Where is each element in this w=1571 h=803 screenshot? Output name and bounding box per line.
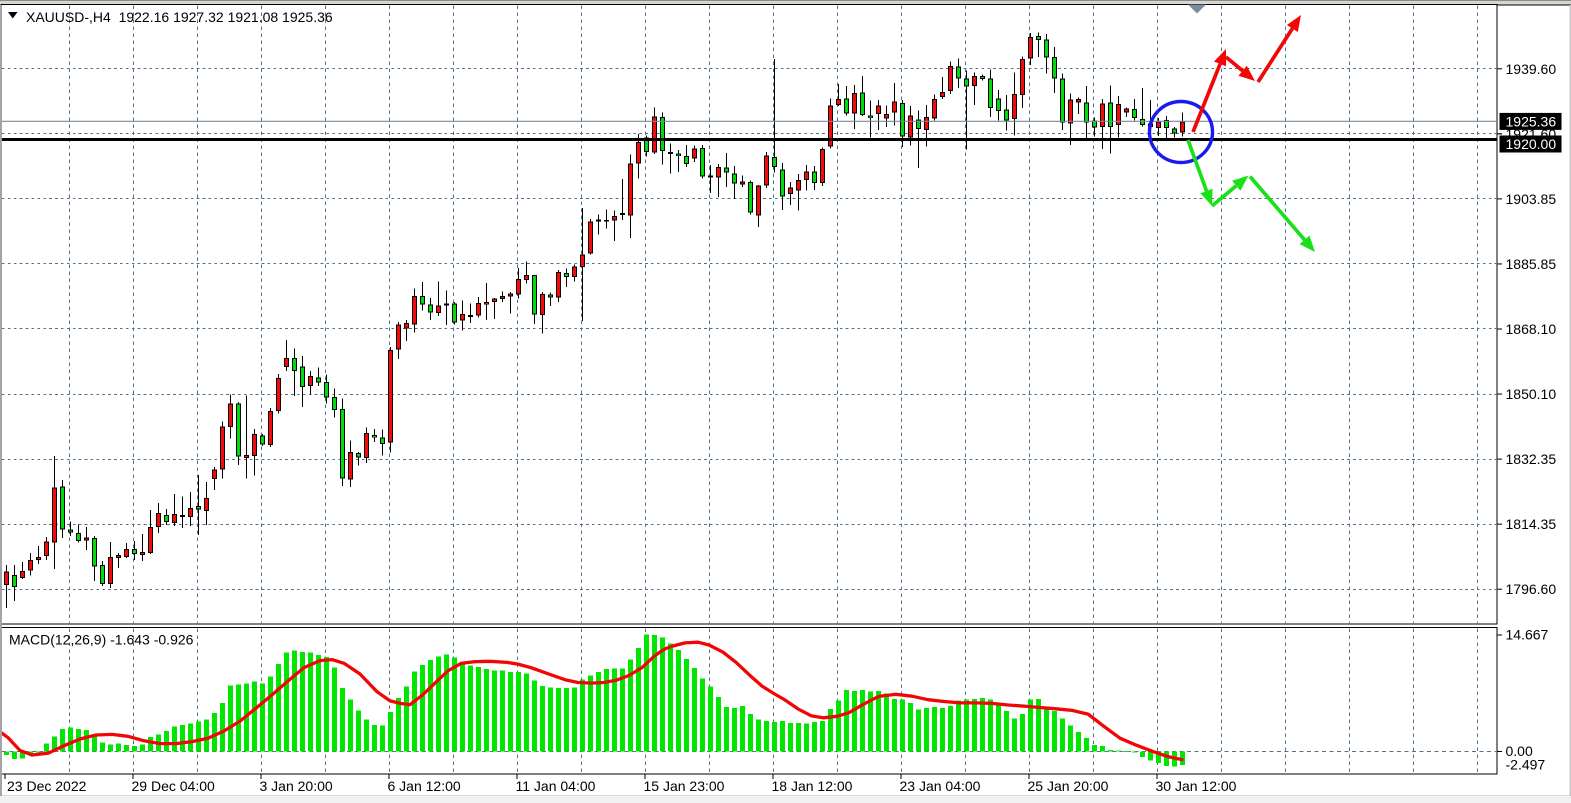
svg-text:1885.85: 1885.85 [1506, 256, 1557, 272]
svg-text:14.667: 14.667 [1506, 627, 1549, 643]
svg-text:1814.35: 1814.35 [1506, 516, 1557, 532]
svg-text:1920.00: 1920.00 [1506, 136, 1557, 152]
svg-text:23 Jan 04:00: 23 Jan 04:00 [900, 778, 981, 794]
svg-text:1868.10: 1868.10 [1506, 321, 1557, 337]
svg-text:15 Jan 23:00: 15 Jan 23:00 [644, 778, 725, 794]
svg-text:1925.36: 1925.36 [1506, 113, 1557, 129]
svg-text:29 Dec 04:00: 29 Dec 04:00 [132, 778, 215, 794]
svg-text:MACD(12,26,9) -1.643 -0.926: MACD(12,26,9) -1.643 -0.926 [9, 632, 194, 648]
svg-text:11 Jan 04:00: 11 Jan 04:00 [516, 778, 596, 794]
svg-text:25 Jan 20:00: 25 Jan 20:00 [1028, 778, 1109, 794]
svg-text:1796.60: 1796.60 [1506, 581, 1557, 597]
svg-text:1850.10: 1850.10 [1506, 386, 1557, 402]
svg-text:1939.60: 1939.60 [1506, 61, 1557, 77]
svg-text:1832.35: 1832.35 [1506, 451, 1557, 467]
svg-text:23 Dec 2022: 23 Dec 2022 [7, 778, 87, 794]
svg-text:6 Jan 12:00: 6 Jan 12:00 [388, 778, 461, 794]
svg-text:3 Jan 20:00: 3 Jan 20:00 [260, 778, 333, 794]
svg-text:30 Jan 12:00: 30 Jan 12:00 [1156, 778, 1237, 794]
svg-text:XAUUSD-,H4 1922.16 1927.32 19: XAUUSD-,H4 1922.16 1927.32 1921.08 1925.… [26, 9, 333, 25]
svg-text:-2.497: -2.497 [1506, 757, 1546, 773]
svg-text:18 Jan 12:00: 18 Jan 12:00 [772, 778, 853, 794]
svg-text:0.00: 0.00 [1506, 743, 1533, 759]
svg-text:1903.85: 1903.85 [1506, 191, 1557, 207]
